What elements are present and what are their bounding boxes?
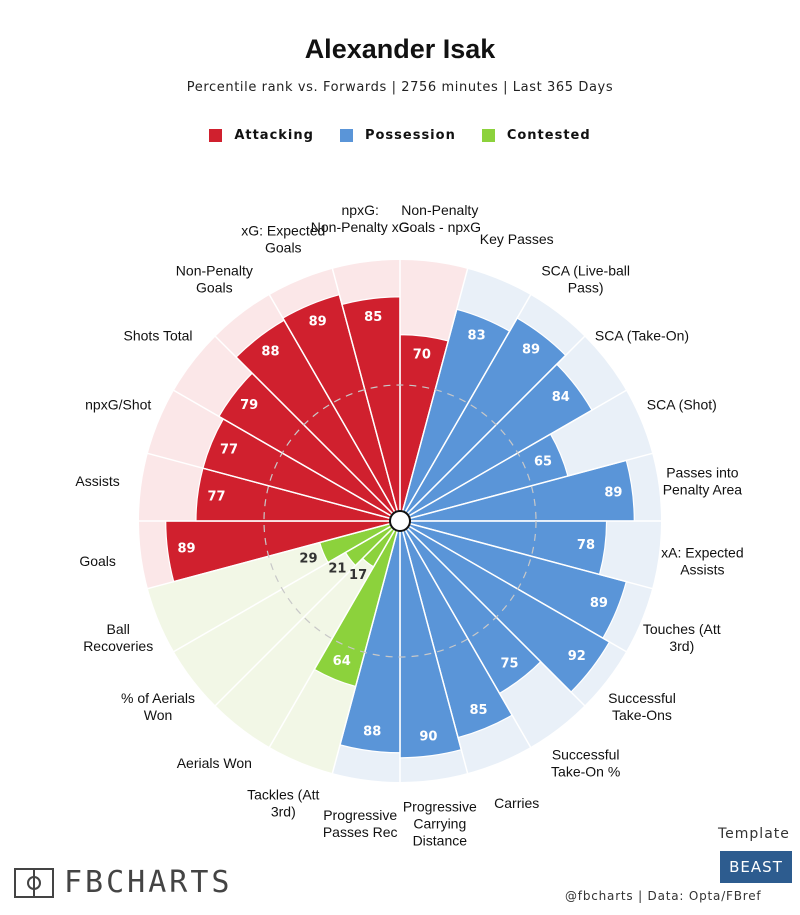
data-credit: @fbcharts | Data: Opta/FBref [565,889,762,903]
legend-label-possession: Possession [364,128,456,143]
radial-divider [214,520,401,707]
category-label-carries: Carries [494,795,539,811]
radial-divider [331,267,401,522]
legend-item-possession: Possession [339,128,456,143]
radial-divider [399,452,654,522]
radial-divider [399,389,628,522]
radial-divider [268,293,401,522]
radial-divider [268,520,401,749]
value-label-successful-take-ons: 92 [568,649,586,664]
legend-label-contested: Contested [506,128,591,143]
category-label-passes-into-penalty-area: Passes into Penalty Area [663,465,743,498]
chart-title: Alexander Isak [304,34,496,64]
value-label-carries: 85 [469,703,487,718]
category-label-of-aerials-won: % of Aerials Won [121,690,195,723]
category-label-npxg-non-penalty-xg: npxG: Non-Penalty xG [311,202,410,235]
category-label-goals: Goals [79,553,116,569]
value-label-tackles-att-3rd: 64 [333,654,351,669]
pitch-logo-icon [14,867,54,898]
radial-divider [331,520,401,775]
template-label: Template [718,826,790,842]
legend-swatch-attacking [209,129,223,142]
chart-subtitle: Percentile rank vs. Forwards | 2756 minu… [186,80,614,95]
value-label-xg-expected-goals: 89 [309,315,327,330]
legend-label-attacking: Attacking [234,128,314,143]
radial-divider [172,389,401,522]
radial-divider [399,520,469,775]
value-label-sca-live-ball-pass: 89 [522,343,540,358]
category-label-successful-take-ons: Successful Take-Ons [608,690,676,723]
value-label-npxg-non-penalty-xg: 85 [364,310,382,325]
radial-divider [399,293,532,522]
category-label-xg-expected-goals: xG: Expected Goals [241,223,325,256]
radial-divider [399,520,628,653]
radial-divider [214,335,401,522]
value-label-successful-take-on: 75 [501,656,519,671]
category-label-shots-total: Shots Total [124,327,193,343]
category-label-aerials-won: Aerials Won [177,755,252,771]
value-label-ball-recoveries: 29 [299,551,317,566]
outer-ring [137,258,663,784]
radial-divider [146,520,401,590]
background-sector-of-aerials-won [173,521,400,707]
value-label-aerials-won: 17 [349,568,367,583]
category-label-key-passes: Key Passes [480,231,554,247]
value-label-sca-take-on: 84 [552,390,570,405]
radial-divider [399,520,654,590]
legend-item-contested: Contested [481,128,591,143]
category-label-sca-take-on: SCA (Take-On) [595,327,689,343]
category-label-npxg-shot: npxG/Shot [85,396,151,412]
value-label-passes-into-penalty-area: 89 [604,485,622,500]
category-label-tackles-att-3rd: Tackles (Att 3rd) [247,786,319,819]
value-label-of-aerials-won: 21 [328,562,346,577]
category-label-ball-recoveries: Ball Recoveries [83,621,153,654]
category-label-non-penalty-goals-npxg: Non-Penalty Goals - npxG [399,202,481,235]
radial-divider [172,520,401,653]
radial-divider [399,520,586,707]
category-label-touches-att-3rd: Touches (Att 3rd) [643,621,721,654]
value-label-goals: 89 [178,542,196,557]
category-label-xa-expected-assists: xA: Expected Assists [661,544,744,577]
reference-ring [263,384,537,658]
category-label-progressive-passes-rec: Progressive Passes Rec [323,807,398,840]
value-label-shots-total: 79 [240,398,258,413]
radial-divider [399,335,586,522]
category-label-sca-shot: SCA (Shot) [647,396,717,412]
radial-divider [399,520,532,749]
value-label-key-passes: 83 [468,329,486,344]
category-label-assists: Assists [75,473,119,489]
category-label-successful-take-on: Successful Take-On % [551,746,620,779]
legend-swatch-possession [339,129,353,142]
radial-divider [146,452,401,522]
fbcharts-wordmark: FBCHARTS [64,865,233,900]
radial-divider [399,267,469,522]
background-sector-aerials-won [214,521,400,748]
value-label-touches-att-3rd: 89 [590,596,608,611]
legend: Attacking Possession Contested [0,128,800,143]
value-label-sca-shot: 65 [534,454,552,469]
value-label-xa-expected-assists: 78 [577,538,595,553]
category-label-progressive-carrying-distance: Progressive Carrying Distance [403,798,477,848]
legend-item-attacking: Attacking [209,128,314,143]
category-label-non-penalty-goals: Non-Penalty Goals [176,263,253,296]
fbcharts-logo: FBCHARTS [14,865,233,900]
center-dot [389,510,411,532]
value-label-non-penalty-goals-npxg: 70 [413,348,431,363]
value-label-progressive-carrying-distance: 90 [419,729,437,744]
grid [137,258,663,784]
template-badge: BEAST [720,851,792,883]
value-label-progressive-passes-rec: 88 [363,724,381,739]
value-label-non-penalty-goals: 88 [261,345,279,360]
value-label-assists: 77 [207,489,225,504]
legend-swatch-contested [481,129,495,142]
category-label-sca-live-ball-pass: SCA (Live-ball Pass) [541,263,630,296]
value-label-npxg-shot: 77 [220,443,238,458]
